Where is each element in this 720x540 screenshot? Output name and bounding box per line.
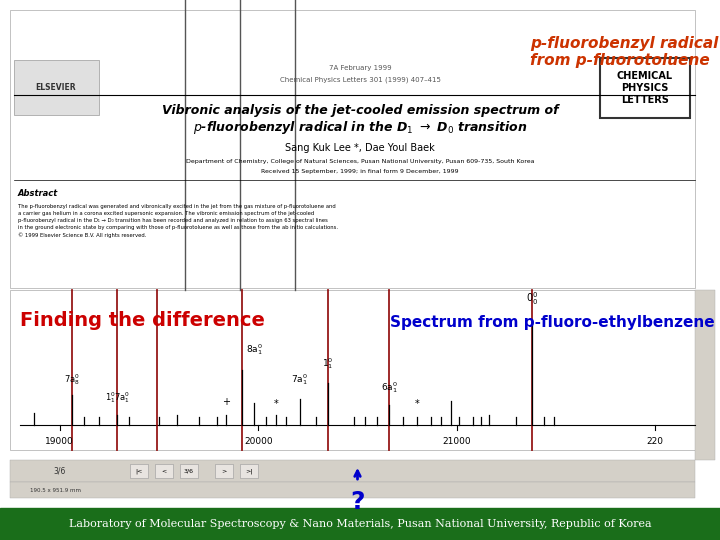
Text: 1$^0_1$7a$^0_1$: 1$^0_1$7a$^0_1$ (104, 390, 130, 405)
Bar (600, 58, 690, 118)
Text: Received 15 September, 1999; in final form 9 December, 1999: Received 15 September, 1999; in final fo… (261, 170, 459, 174)
Bar (10, 10, 695, 288)
Text: The p-fluorobenzyl radical was generated and vibronically excited in the jet fro: The p-fluorobenzyl radical was generated… (18, 204, 338, 238)
Text: 6a$^0_1$: 6a$^0_1$ (381, 380, 397, 395)
Text: 7a$^0_8$: 7a$^0_8$ (63, 372, 79, 387)
Bar (130, 464, 148, 478)
Bar (240, 464, 258, 478)
Bar (14, 60, 99, 115)
Bar (0, 508, 720, 540)
Text: 20000: 20000 (244, 437, 273, 446)
Bar (180, 464, 198, 478)
Text: 1$^0_1$: 1$^0_1$ (322, 356, 333, 371)
Text: 8a$^0_1$: 8a$^0_1$ (246, 342, 263, 357)
Text: Chemical Physics Letters 301 (1999) 407–415: Chemical Physics Letters 301 (1999) 407–… (279, 77, 441, 83)
Text: 21000: 21000 (443, 437, 471, 446)
Text: $*$: $*$ (414, 397, 420, 407)
Bar (10, 482, 695, 498)
Text: <: < (161, 469, 166, 474)
Text: $*$: $*$ (273, 397, 279, 407)
Text: Spectrum from p-fluoro-ethylbenzene: Spectrum from p-fluoro-ethylbenzene (390, 314, 715, 329)
Text: Finding the difference: Finding the difference (20, 310, 265, 329)
Text: Department of Chemistry, College of Natural Sciences, Pusan National University,: Department of Chemistry, College of Natu… (186, 159, 534, 165)
Text: 7A February 1999: 7A February 1999 (329, 65, 391, 71)
Text: 3/6: 3/6 (184, 469, 194, 474)
Text: >: > (221, 469, 227, 474)
Bar (695, 290, 715, 460)
Bar (155, 464, 173, 478)
Text: Sang Kuk Lee *, Dae Youl Baek: Sang Kuk Lee *, Dae Youl Baek (285, 143, 435, 153)
Text: 7a$^0_1$: 7a$^0_1$ (292, 372, 308, 387)
Bar (10, 460, 695, 482)
Text: Vibronic analysis of the jet-cooled emission spectrum of
$p$-fluorobenzyl radica: Vibronic analysis of the jet-cooled emis… (162, 104, 558, 136)
Text: |<: |< (135, 468, 143, 474)
Bar (215, 464, 233, 478)
Text: 3/6: 3/6 (54, 467, 66, 476)
Text: 220: 220 (647, 437, 664, 446)
Text: ELSEVIER: ELSEVIER (36, 83, 76, 91)
Text: CHEMICAL
PHYSICS
LETTERS: CHEMICAL PHYSICS LETTERS (617, 71, 673, 105)
Text: >|: >| (246, 468, 253, 474)
Bar (10, 290, 695, 450)
Text: ?: ? (350, 490, 365, 514)
Text: 0$^0_0$: 0$^0_0$ (526, 290, 539, 307)
Text: Laboratory of Molecular Spectroscopy & Nano Materials, Pusan National University: Laboratory of Molecular Spectroscopy & N… (68, 519, 652, 529)
Text: +: + (222, 397, 230, 407)
Text: p-fluorobenzyl radical spectrum
from p-fluorotoluene: p-fluorobenzyl radical spectrum from p-f… (530, 36, 720, 68)
Text: Abstract: Abstract (18, 188, 58, 198)
Text: 190.5 x 951.9 mm: 190.5 x 951.9 mm (30, 488, 81, 492)
Text: 19000: 19000 (45, 437, 74, 446)
